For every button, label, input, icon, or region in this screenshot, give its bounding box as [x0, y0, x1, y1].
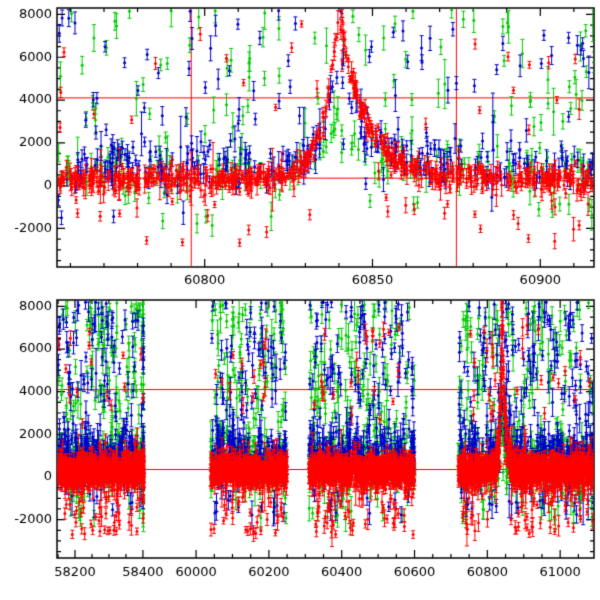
light-curve-figure: [0, 0, 600, 600]
chart-canvas: [0, 0, 600, 600]
